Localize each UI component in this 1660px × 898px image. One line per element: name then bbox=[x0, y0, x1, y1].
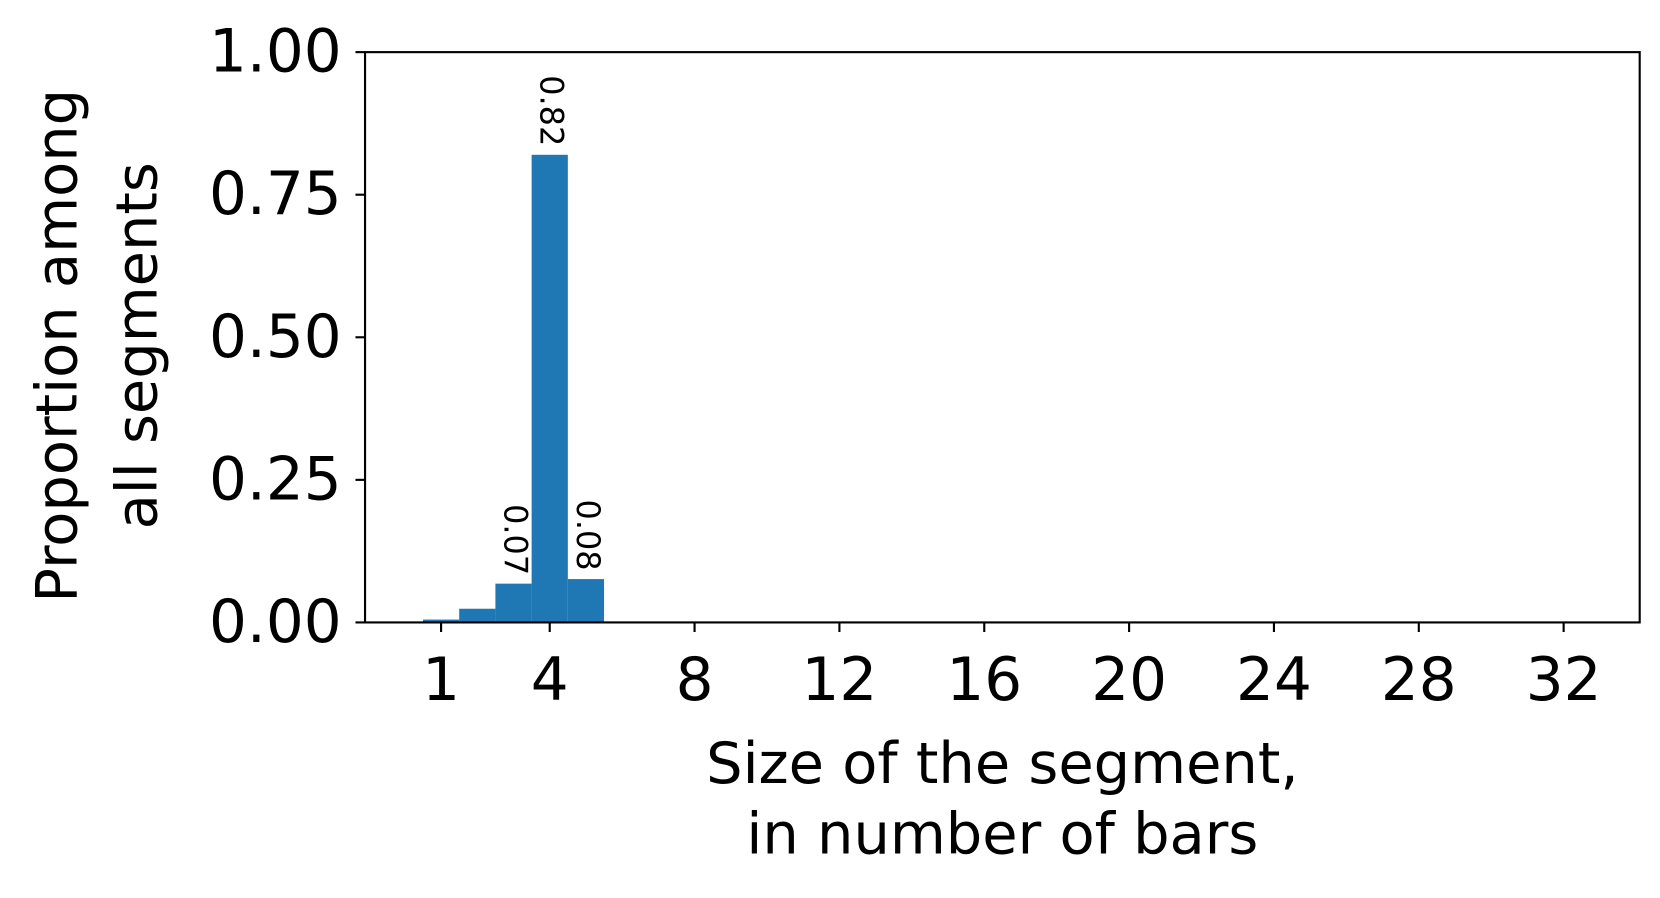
bar bbox=[567, 579, 605, 623]
x-tick-label: 24 bbox=[1236, 646, 1312, 715]
y-tick-label: 0.00 bbox=[209, 588, 342, 657]
bar bbox=[531, 154, 568, 623]
value-label: 0.07 bbox=[497, 504, 535, 575]
x-tick-label: 28 bbox=[1381, 646, 1457, 715]
x-tick-label: 32 bbox=[1526, 646, 1602, 715]
x-tick-label: 1 bbox=[422, 646, 460, 715]
bar bbox=[459, 608, 496, 623]
bar bbox=[495, 583, 532, 623]
y-axis-label: Proportion among bbox=[24, 89, 91, 603]
x-tick-label: 4 bbox=[531, 646, 569, 715]
value-label: 0.82 bbox=[533, 75, 571, 146]
x-tick-label: 20 bbox=[1091, 646, 1167, 715]
y-tick-label: 0.75 bbox=[209, 160, 342, 229]
value-label: 0.08 bbox=[569, 500, 607, 571]
x-axis-label: in number of bars bbox=[746, 800, 1258, 867]
x-axis-label: Size of the segment, bbox=[706, 730, 1299, 797]
x-tick-label: 16 bbox=[946, 646, 1022, 715]
y-tick-label: 1.00 bbox=[209, 18, 342, 87]
bar bbox=[422, 619, 460, 623]
x-tick-label: 12 bbox=[802, 646, 878, 715]
y-axis-label: all segments bbox=[104, 162, 171, 529]
x-tick-label: 8 bbox=[676, 646, 714, 715]
y-tick-label: 0.50 bbox=[209, 303, 342, 372]
y-tick-label: 0.25 bbox=[209, 445, 342, 514]
